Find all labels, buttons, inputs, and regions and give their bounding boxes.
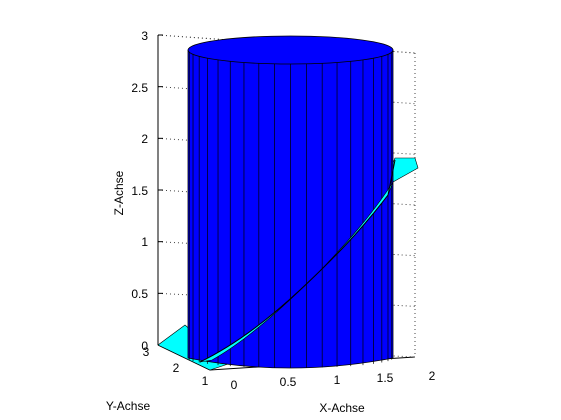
z-axis-label: Z-Achse — [112, 170, 126, 215]
intersection-curve — [199, 159, 396, 363]
z-tick-0-5: 0.5 — [131, 287, 148, 301]
y-tick-3: 3 — [143, 345, 150, 359]
x-tick-labels: 0 0.5 1 1.5 2 — [231, 369, 436, 392]
z-tick-0: 0 — [141, 339, 148, 353]
x-tick-0: 0 — [231, 378, 238, 392]
z-tick-labels: 0 0.5 1 1.5 2 2.5 3 — [131, 29, 148, 353]
z-tick-2: 2 — [141, 132, 148, 146]
cylinder-top-cap — [187, 35, 394, 65]
x-tick-1: 1 — [334, 373, 341, 387]
x-tick-1-5: 1.5 — [377, 371, 394, 385]
cylinder — [187, 35, 394, 369]
x-tick-0-5: 0.5 — [280, 375, 297, 389]
z-tick-1: 1 — [141, 235, 148, 249]
y-axis-label: Y-Achse — [106, 399, 151, 413]
cylinder-facet-lines — [188, 52, 393, 368]
y-tick-1: 1 — [202, 374, 209, 388]
x-tick-2: 2 — [429, 369, 436, 383]
z-tick-2-5: 2.5 — [131, 81, 148, 95]
y-tick-labels: 1 2 3 — [143, 345, 209, 388]
z-tick-1-5: 1.5 — [131, 184, 148, 198]
x-axis-label: X-Achse — [319, 401, 365, 415]
y-tick-2: 2 — [173, 361, 180, 375]
z-tick-3: 3 — [141, 29, 148, 43]
